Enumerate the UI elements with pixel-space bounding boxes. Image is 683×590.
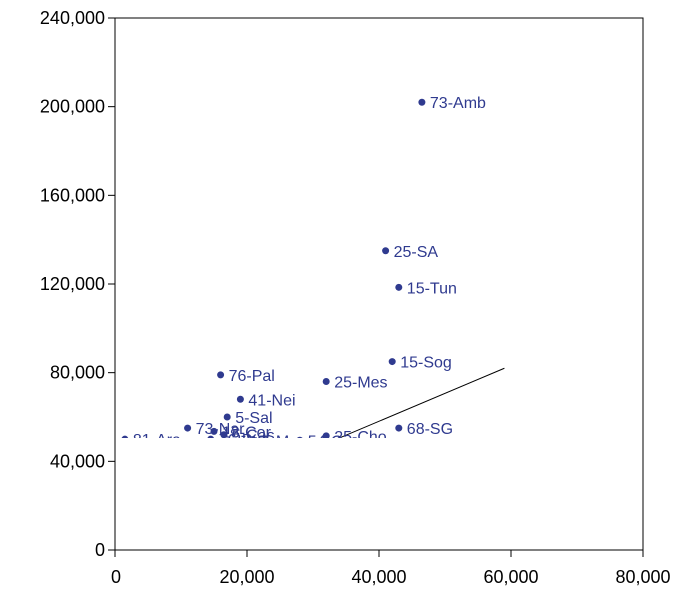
point-label: 73-Amb <box>430 95 486 112</box>
x-tick-label: 60,000 <box>483 567 538 587</box>
point-label: 13-Cor <box>222 424 272 441</box>
x-tick-label: 40,000 <box>351 567 406 587</box>
data-point <box>220 431 228 439</box>
data-point <box>418 98 426 106</box>
tick-labels: 0 40,000 80,000 120,000 160,000 200,000 240,00… <box>40 8 671 587</box>
point-label: 76-Pal <box>229 368 275 385</box>
x-tick-label: 20,000 <box>219 567 274 587</box>
y-tick-label: 0 <box>95 540 105 560</box>
data-point <box>322 378 330 386</box>
data-point <box>382 247 390 255</box>
data-point <box>217 371 225 379</box>
x-tick-label: 80,000 <box>615 567 670 587</box>
y-tick-label: 80,000 <box>50 363 105 383</box>
data-point <box>388 358 396 366</box>
data-point <box>210 427 218 435</box>
data-point <box>184 424 192 432</box>
data-point <box>322 432 330 440</box>
y-tick-label: 40,000 <box>50 451 105 471</box>
point-label: 73-Nar <box>196 421 246 438</box>
y-tick-label: 200,000 <box>40 97 105 117</box>
y-tick-label: 160,000 <box>40 185 105 205</box>
point-label: 25-SA <box>394 244 439 261</box>
point-label: 68-SG <box>407 421 453 438</box>
point-label: 25-Mes <box>334 375 387 392</box>
y-tick-label: 240,000 <box>40 8 105 28</box>
point-label: 5-Sal <box>235 410 272 427</box>
plot-mask <box>115 438 643 550</box>
fit-line <box>326 367 505 445</box>
point-label: 41-Nei <box>248 392 295 409</box>
point-labels: 73-Amb 25-SA 15-Tun 15-Sog 76-Pal 25-Mes 41-Ne… <box>133 95 486 450</box>
x-tick-label: 0 <box>111 567 121 587</box>
point-label: 15-Tun <box>407 280 457 297</box>
data-point <box>223 413 231 421</box>
fit-line-layer <box>326 367 505 445</box>
y-tick-label: 120,000 <box>40 274 105 294</box>
data-point <box>395 424 403 432</box>
point-label: 15-Sog <box>400 355 452 372</box>
data-point <box>395 283 403 291</box>
data-point <box>236 395 244 403</box>
